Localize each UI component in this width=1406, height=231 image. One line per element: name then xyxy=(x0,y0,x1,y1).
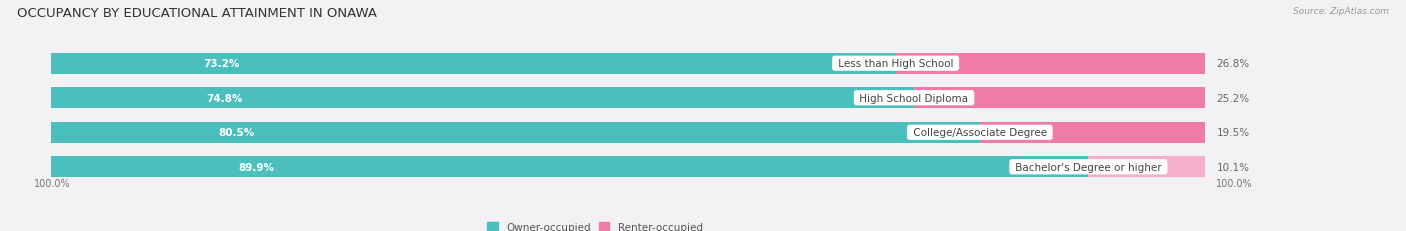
Bar xyxy=(51,53,896,75)
Text: College/Associate Degree: College/Associate Degree xyxy=(910,128,1050,138)
Text: 73.2%: 73.2% xyxy=(204,59,239,69)
Text: 100.0%: 100.0% xyxy=(1216,178,1253,188)
Bar xyxy=(51,156,1205,178)
Bar xyxy=(51,122,1205,143)
Text: 19.5%: 19.5% xyxy=(1216,128,1250,138)
Legend: Owner-occupied, Renter-occupied: Owner-occupied, Renter-occupied xyxy=(484,218,707,231)
Bar xyxy=(896,53,1205,75)
Text: 26.8%: 26.8% xyxy=(1216,59,1250,69)
Bar xyxy=(51,88,914,109)
Text: 89.9%: 89.9% xyxy=(238,162,274,172)
Text: High School Diploma: High School Diploma xyxy=(856,93,972,103)
Bar xyxy=(51,156,1088,178)
Text: OCCUPANCY BY EDUCATIONAL ATTAINMENT IN ONAWA: OCCUPANCY BY EDUCATIONAL ATTAINMENT IN O… xyxy=(17,7,377,20)
Text: 25.2%: 25.2% xyxy=(1216,93,1250,103)
Bar xyxy=(51,88,1205,109)
Text: 10.1%: 10.1% xyxy=(1216,162,1250,172)
Bar xyxy=(51,53,1205,75)
Bar xyxy=(51,122,980,143)
Text: Less than High School: Less than High School xyxy=(835,59,956,69)
Bar xyxy=(914,88,1205,109)
Text: 100.0%: 100.0% xyxy=(34,178,70,188)
Text: Bachelor's Degree or higher: Bachelor's Degree or higher xyxy=(1012,162,1164,172)
Bar xyxy=(1088,156,1205,178)
Bar xyxy=(980,122,1205,143)
Text: Source: ZipAtlas.com: Source: ZipAtlas.com xyxy=(1294,7,1389,16)
Text: 74.8%: 74.8% xyxy=(207,93,243,103)
Text: 80.5%: 80.5% xyxy=(218,128,254,138)
